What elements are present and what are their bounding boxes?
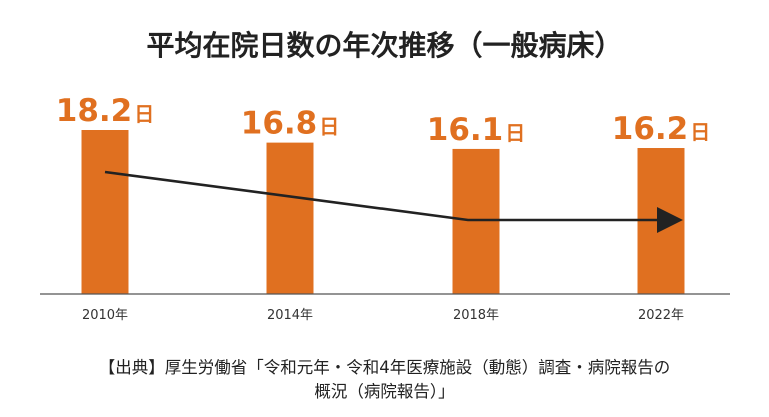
value-labels: 18.2 日 16.8 日 16.1 日 16.2 日 <box>56 93 711 148</box>
bar-2 <box>452 148 500 294</box>
trend-line <box>104 170 660 222</box>
chart-title: 平均在院日数の年次推移（一般病床） <box>146 29 622 62</box>
bar-1 <box>266 142 314 294</box>
source-line-1: 【出典】厚生労働省「令和元年・令和4年医療施設（動態）調査・病院報告の <box>98 358 671 377</box>
source-line-2: 概況（病院報告）」 <box>314 382 455 401</box>
x-tick-label-2: 2018年 <box>453 308 499 323</box>
value-label-2: 16.1 日 <box>427 112 526 148</box>
x-tick-label-3: 2022年 <box>638 308 684 323</box>
value-label-1: 16.8 日 <box>241 106 340 142</box>
source-note: 【出典】厚生労働省「令和元年・令和4年医療施設（動態）調査・病院報告の 概況（病… <box>0 356 769 404</box>
bars <box>81 130 685 294</box>
x-tick-label-0: 2010年 <box>82 308 128 323</box>
value-label-0: 18.2 日 <box>56 93 155 129</box>
value-label-3: 16.2 日 <box>612 111 711 147</box>
bar-0 <box>81 130 129 294</box>
x-axis-ticks: 2010年 2014年 2018年 2022年 <box>82 308 684 323</box>
x-tick-label-1: 2014年 <box>267 308 313 323</box>
trend-arrow <box>104 170 683 233</box>
trend-arrowhead <box>657 207 683 233</box>
